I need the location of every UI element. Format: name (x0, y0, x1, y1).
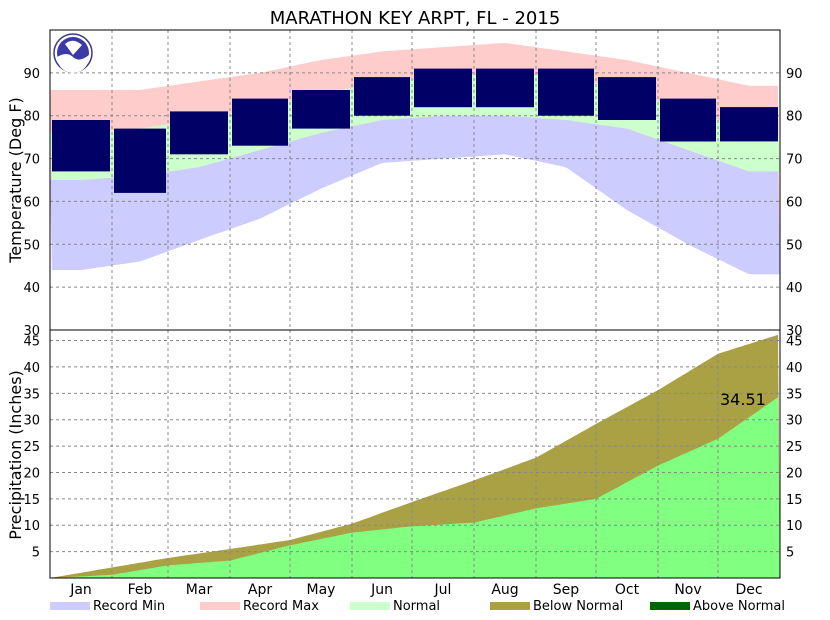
precip-tick-label: 20 (786, 466, 803, 481)
precipitation-areas (50, 334, 780, 578)
observed-temp-bar-apr (232, 98, 288, 146)
month-label: Jan (69, 582, 92, 598)
legend-swatch (200, 602, 240, 610)
month-label: Apr (248, 582, 272, 598)
legend-label: Record Max (243, 599, 319, 614)
month-label: Mar (186, 582, 213, 598)
precip-tick-label: 25 (23, 440, 40, 455)
observed-temp-bar-feb (114, 128, 166, 193)
legend-label: Above Normal (693, 599, 785, 614)
observed-temp-bar-jul (414, 68, 472, 108)
observed-temp-bar-may (292, 90, 350, 129)
precipitation-grid (50, 330, 780, 578)
precip-tick-label: 5 (786, 546, 794, 561)
legend-swatch (490, 602, 530, 610)
precip-tick-label: 20 (23, 466, 40, 481)
legend-label: Normal (393, 599, 440, 614)
observed-temp-bar-oct (598, 77, 656, 120)
precip-tick-label: 35 (23, 387, 40, 402)
temp-tick-label: 40 (786, 281, 803, 296)
month-label: Oct (615, 582, 640, 598)
observed-temp-bar-aug (476, 68, 534, 108)
precip-tick-label: 10 (786, 519, 803, 534)
precip-tick-label: 40 (786, 361, 803, 376)
temp-tick-label: 60 (23, 195, 40, 210)
temp-tick-label: 80 (786, 110, 803, 125)
observed-temp-bar-jun (354, 77, 410, 116)
axis-tick-labels: 40 40 50 50 60 60 70 70 80 80 90 90 30 30 5 5 10 10 15 15 20… (23, 67, 802, 598)
record-min-band (50, 115, 780, 275)
precipitation-plot-frame (49, 329, 781, 579)
precip-tick-label: 35 (786, 387, 803, 402)
precipitation-total-label: 34.51 (720, 390, 766, 409)
observed-temp-bar-dec (720, 107, 778, 142)
temp-tick-label: 30 (786, 324, 803, 339)
observed-temp-bar-mar (170, 111, 228, 155)
legend: Record Min Record Max Normal Below Normal Ab… (50, 599, 785, 614)
precip-tick-label: 5 (32, 546, 40, 561)
temp-tick-label: 90 (23, 67, 40, 82)
legend-swatch (350, 602, 390, 610)
precipitation-axis-title: Precipitation (Inches) (6, 370, 25, 540)
observed-temp-bar-sep (538, 68, 594, 116)
temperature-axis-title: Temperature (Deg F) (6, 97, 25, 264)
month-label: Aug (491, 582, 518, 598)
month-label: Dec (735, 582, 762, 598)
precip-tick-label: 15 (23, 493, 40, 508)
noaa-logo (53, 33, 93, 73)
precip-observed-area (50, 397, 780, 578)
month-label: Jul (434, 582, 452, 598)
temp-tick-label: 30 (23, 324, 40, 339)
precip-tick-label: 30 (786, 414, 803, 429)
legend-label: Record Min (93, 599, 165, 614)
precip-tick-label: 40 (23, 361, 40, 376)
precip-tick-label: 15 (786, 493, 803, 508)
temp-tick-label: 80 (23, 110, 40, 125)
temp-tick-label: 40 (23, 281, 40, 296)
month-label: Nov (674, 582, 701, 598)
precip-tick-label: 10 (23, 519, 40, 534)
temp-tick-label: 90 (786, 67, 803, 82)
legend-label: Below Normal (533, 599, 623, 614)
month-label: Sep (553, 582, 580, 598)
temp-tick-label: 70 (23, 153, 40, 168)
month-label: Feb (128, 582, 153, 598)
temp-tick-label: 60 (786, 195, 803, 210)
temp-tick-label: 50 (786, 238, 803, 253)
month-label: May (307, 582, 336, 598)
legend-swatch (650, 602, 690, 610)
normal-band (50, 72, 780, 180)
observed-temp-bar-nov (660, 98, 716, 142)
month-label: Jun (370, 582, 393, 598)
precip-tick-label: 30 (23, 414, 40, 429)
precip-tick-label: 25 (786, 440, 803, 455)
temp-tick-label: 70 (786, 153, 803, 168)
precip-tick-label: 45 (23, 335, 40, 350)
observed-temperature-bars (52, 68, 778, 193)
temp-tick-label: 50 (23, 238, 40, 253)
observed-temp-bar-jan (52, 120, 110, 172)
precip-tick-label: 45 (786, 335, 803, 350)
legend-swatch (50, 602, 90, 610)
chart-title: MARATHON KEY ARPT, FL - 2015 (270, 8, 561, 29)
